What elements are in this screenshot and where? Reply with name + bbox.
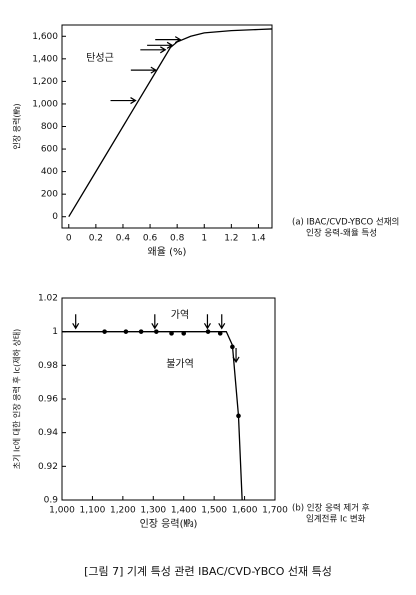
y-tick-label: 200 — [41, 190, 58, 200]
arrow — [72, 314, 80, 330]
x-tick-label: 0.2 — [89, 234, 103, 244]
data-point — [230, 344, 235, 350]
data-point — [169, 331, 174, 336]
x-tick-label: 1,700 — [262, 506, 288, 516]
x-tick-label: 1.4 — [251, 234, 266, 244]
chart-caption: 임계전류 Ic 변화 — [306, 514, 366, 525]
x-tick-label: 0.8 — [170, 234, 185, 244]
arrow — [155, 36, 182, 44]
y-tick-label: 1,600 — [32, 32, 58, 42]
x-tick-label: 1.2 — [224, 234, 238, 244]
x-tick-label: 1,000 — [49, 506, 75, 516]
arrow — [147, 41, 174, 49]
figure-caption: [그림 7] 기계 특성 관련 IBAC/CVD-YBCO 선재 특성 — [84, 565, 332, 578]
x-tick-label: 0 — [66, 234, 72, 244]
y-tick-label: 400 — [41, 167, 58, 177]
y-tick-label: 0.96 — [38, 395, 58, 405]
y-tick-label: 800 — [41, 122, 58, 132]
annotation: 가역 — [171, 309, 189, 321]
arrow — [110, 97, 137, 105]
y-axis-label: 초기 Ic에 대한 인장 응력 후 Ic(제하 상태) — [12, 329, 22, 470]
y-tick-label: 1,000 — [32, 99, 58, 109]
y-tick-label: 1,200 — [32, 77, 58, 87]
y-tick-label: 1,400 — [32, 54, 58, 64]
x-tick-label: 0.6 — [143, 234, 158, 244]
data-point — [236, 413, 241, 419]
x-tick-label: 1,400 — [171, 506, 197, 516]
data-point — [138, 329, 144, 334]
data-point — [102, 329, 107, 334]
annotation: 불가역 — [166, 358, 194, 370]
data-point — [154, 329, 159, 334]
arrow — [130, 66, 158, 74]
data-line — [68, 28, 273, 218]
x-tick-label: 0.4 — [116, 234, 131, 244]
arrow — [151, 314, 159, 330]
y-tick-label: 0 — [52, 212, 58, 222]
data-line — [62, 331, 243, 501]
y-tick-label: 1 — [52, 327, 58, 337]
x-tick-label: 1,100 — [80, 506, 106, 516]
x-tick-label: 1,300 — [140, 506, 166, 516]
data-point — [217, 331, 223, 336]
y-tick-label: 0.98 — [38, 361, 58, 371]
x-tick-label: 1,600 — [232, 506, 258, 516]
y-tick-label: 0.9 — [44, 496, 59, 506]
arrow — [218, 314, 226, 330]
y-tick-label: 1.02 — [38, 294, 58, 304]
y-tick-label: 0.94 — [38, 428, 58, 438]
chart-caption: 인장 응력-왜율 특성 — [306, 228, 377, 239]
y-tick-label: 600 — [41, 145, 58, 155]
y-tick-label: 0.92 — [38, 462, 58, 472]
annotation: 탄성근 — [86, 52, 114, 64]
data-point — [181, 331, 187, 336]
arrow — [140, 46, 167, 54]
data-point — [123, 329, 129, 334]
data-point — [205, 329, 211, 334]
x-tick-label: 1,500 — [201, 506, 227, 516]
x-axis-label: 인장 응력(㎫) — [140, 518, 198, 530]
chart-caption: (a) IBAC/CVD-YBCO 선재의 — [292, 217, 399, 228]
plot-frame — [61, 297, 276, 501]
x-tick-label: 1 — [201, 234, 207, 244]
arrow — [232, 347, 240, 364]
arrow — [203, 314, 211, 330]
y-axis-label: 인장 응력(㎫) — [12, 103, 22, 149]
x-tick-label: 1,200 — [110, 506, 136, 516]
x-axis-label: 왜율 (%) — [148, 246, 187, 258]
chart-caption: (b) 인장 응력 제거 후 — [292, 503, 370, 514]
